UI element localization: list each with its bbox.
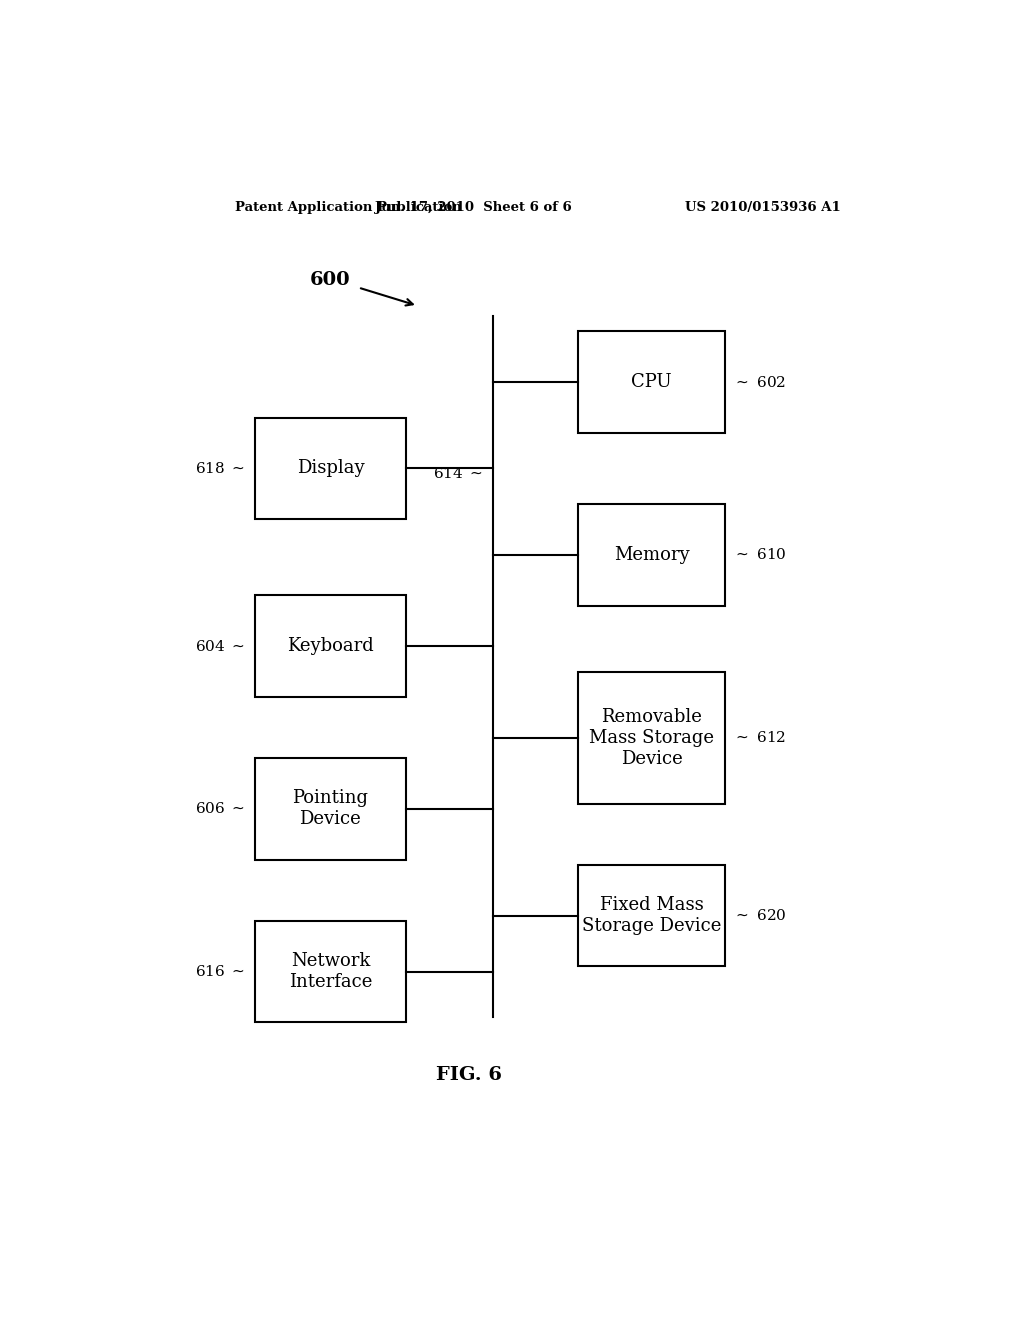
Bar [579, 865, 725, 966]
Text: Fixed Mass
Storage Device: Fixed Mass Storage Device [582, 896, 722, 935]
Text: Patent Application Publication: Patent Application Publication [236, 201, 462, 214]
Text: $\sim$ 620: $\sim$ 620 [733, 908, 786, 923]
Text: 616 $\sim$: 616 $\sim$ [196, 964, 246, 979]
Text: Pointing
Device: Pointing Device [293, 789, 369, 828]
Bar [579, 331, 725, 433]
Text: $\sim$ 602: $\sim$ 602 [733, 375, 786, 389]
Text: Memory: Memory [614, 545, 689, 564]
Bar [255, 758, 406, 859]
Text: 606 $\sim$: 606 $\sim$ [196, 801, 246, 816]
Text: $\sim$ 610: $\sim$ 610 [733, 548, 786, 562]
Text: Removable
Mass Storage
Device: Removable Mass Storage Device [589, 708, 715, 767]
Text: Jun. 17, 2010  Sheet 6 of 6: Jun. 17, 2010 Sheet 6 of 6 [375, 201, 571, 214]
Text: CPU: CPU [632, 374, 672, 391]
Bar [255, 921, 406, 1022]
Text: Keyboard: Keyboard [287, 638, 374, 655]
Text: FIG. 6: FIG. 6 [436, 1067, 502, 1084]
Text: 618 $\sim$: 618 $\sim$ [196, 461, 246, 477]
Bar [255, 417, 406, 519]
Bar [579, 504, 725, 606]
Text: 600: 600 [310, 272, 350, 289]
Bar [255, 595, 406, 697]
Text: Display: Display [297, 459, 365, 478]
Text: US 2010/0153936 A1: US 2010/0153936 A1 [685, 201, 841, 214]
Text: 604 $\sim$: 604 $\sim$ [196, 639, 246, 653]
Bar [579, 672, 725, 804]
Text: $\sim$ 612: $\sim$ 612 [733, 730, 786, 746]
Text: 614 $\sim$: 614 $\sim$ [433, 466, 483, 480]
Text: Network
Interface: Network Interface [289, 952, 372, 991]
